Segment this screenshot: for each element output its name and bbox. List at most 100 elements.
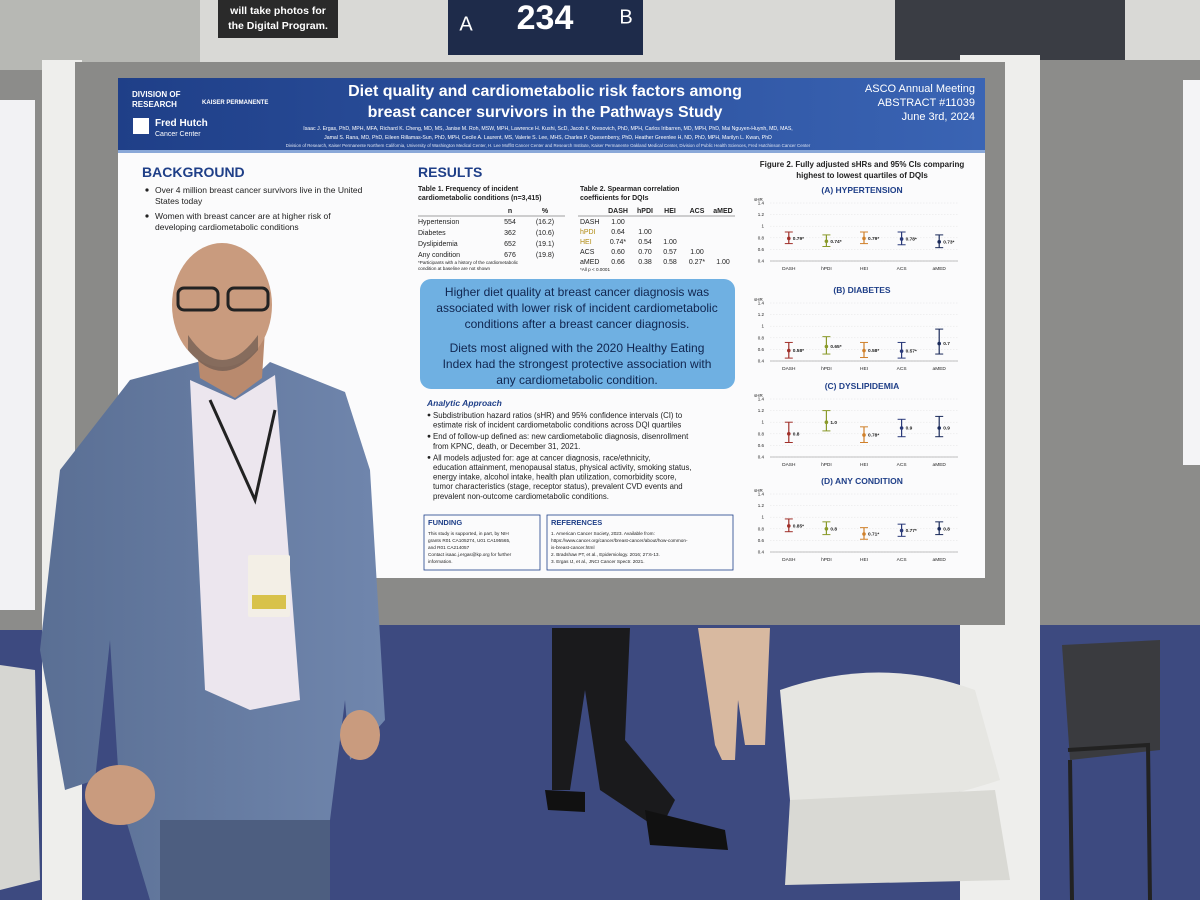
table-cell: (10.6): [536, 230, 554, 237]
y-tick-label: 1.2: [758, 503, 765, 508]
y-tick-label: 0.6: [758, 538, 765, 543]
estimate-point: [937, 341, 941, 346]
figure-2: Figure 2. Fully adjusted sHRs and 95% CI…: [754, 160, 964, 563]
table-header: DASH: [608, 208, 628, 215]
box-text: FUNDING This study is supported, in part,…: [428, 518, 688, 564]
y-axis-label: sHR: [754, 297, 763, 302]
y-tick-label: 0.8: [758, 235, 765, 240]
bullet-text: States today: [155, 196, 203, 206]
chair-seat: [785, 790, 1010, 885]
key-finding-box: [420, 279, 735, 389]
estimate-point: [862, 433, 866, 437]
table-cell: (19.1): [536, 241, 554, 248]
analytic-heading: Analytic Approach: [426, 398, 502, 408]
y-tick-label: 1.2: [758, 212, 765, 217]
x-tick-label: hPDI: [821, 557, 832, 563]
x-tick-label: DASH: [782, 462, 796, 468]
prev-poster: [0, 100, 35, 610]
section-heading: RESULTS: [418, 164, 482, 180]
x-tick-label: aMED: [933, 266, 947, 272]
bullet-text: Women with breast cancer are at higher r…: [155, 211, 331, 221]
bullet-text: Over 4 million breast cancer survivors l…: [155, 185, 363, 195]
value-label: 0.7: [943, 341, 950, 347]
y-tick-label: 0.6: [758, 347, 765, 352]
value-label: 0.74*: [830, 239, 841, 245]
bullet-text: energy intake, alcohol intake, health pl…: [433, 473, 677, 482]
table-cell: 0.38: [638, 259, 652, 266]
value-label: 0.85*: [793, 524, 804, 530]
fred-hutch-logo: [133, 118, 149, 134]
authors: Jamal S. Rana, MD, PhD, Eileen Rillamas-…: [324, 135, 772, 141]
y-tick-label: 1: [761, 420, 764, 425]
value-label: 0.8: [943, 526, 950, 532]
y-tick-label: 1.2: [758, 312, 765, 317]
table-title: cardiometabolic conditions (n=3,415): [418, 195, 542, 202]
box-text: is-breast-cancer.html: [551, 545, 595, 550]
bullet-dot: [427, 413, 431, 417]
authors: Isaac J. Ergas, PhD, MPH, MFA, Richard K…: [303, 126, 793, 132]
y-tick-label: 0.6: [758, 443, 765, 448]
fred-hutch-text: Cancer Center: [155, 131, 201, 138]
value-label: 0.78*: [906, 237, 917, 243]
table-cell: 0.58: [663, 259, 677, 266]
panel-title: (C) DYSLIPIDEMIA: [825, 381, 900, 391]
hall-ceiling: [0, 0, 200, 70]
bullet-text: Subdistribution hazard ratios (sHR) and …: [433, 411, 683, 420]
y-tick-label: 1.4: [758, 201, 765, 206]
bullet-text: All models adjusted for: age at cancer d…: [433, 453, 650, 462]
abstract-number: ABSTRACT #11039: [878, 97, 975, 109]
table-cell: 1.00: [638, 229, 652, 236]
board-letter: B: [619, 6, 632, 28]
next-board: [1040, 60, 1200, 625]
table-cell: 0.64: [611, 229, 625, 236]
box-text: 3. Ergas IJ, et al., JNCI Cancer Spectr.…: [551, 559, 645, 564]
table-cell: (16.2): [536, 219, 554, 226]
chair-frame: [1067, 742, 1152, 900]
header-rule: [118, 150, 985, 153]
table-title: coefficients for DQIs: [580, 195, 649, 202]
table-cell: 0.54: [638, 239, 652, 246]
x-tick-label: hPDI: [821, 462, 832, 468]
table-cell: 0.74*: [610, 239, 627, 246]
estimate-point: [824, 527, 829, 531]
x-tick-label: ACS: [897, 366, 907, 372]
estimate-point: [824, 344, 829, 349]
table-header: %: [542, 208, 549, 215]
references-box: [546, 514, 734, 571]
table-cell: aMED: [580, 259, 599, 266]
bullet-dot: [145, 214, 149, 218]
table-cell: ACS: [580, 249, 595, 256]
chair-back: [780, 672, 1000, 807]
table-cell: 0.70: [638, 249, 652, 256]
y-tick-label: 1.2: [758, 408, 765, 413]
analytic-bullets: Subdistribution hazard ratios (sHR) and …: [427, 411, 692, 501]
box-text: Contact isaac.j.ergas@kp.org for further: [428, 552, 512, 557]
meeting: ASCO Annual Meeting: [865, 83, 975, 95]
y-tick-label: 0.4: [758, 455, 765, 460]
estimate-point: [787, 236, 791, 241]
y-tick-label: 0.6: [758, 247, 765, 252]
y-tick-label: 1: [761, 324, 764, 329]
y-tick-label: 0.4: [758, 259, 765, 264]
y-tick-label: 0.8: [758, 431, 765, 436]
chair-back: [1062, 640, 1160, 760]
estimate-point: [899, 237, 904, 241]
x-tick-label: DASH: [782, 557, 796, 563]
table-cell: 0.60: [611, 249, 625, 256]
y-tick-label: 0.4: [758, 550, 765, 555]
x-tick-label: DASH: [782, 266, 796, 272]
bullet-text: estimate risk of incident cardiometaboli…: [433, 421, 681, 430]
y-tick-label: 0.4: [758, 359, 765, 364]
date: June 3rd, 2024: [902, 111, 975, 123]
table-cell: 0.57: [663, 249, 677, 256]
panel-title: (D) ANY CONDITION: [821, 476, 903, 486]
y-tick-label: 0.8: [758, 526, 765, 531]
value-label: 0.8: [793, 431, 800, 437]
x-tick-label: HEI: [860, 266, 868, 272]
affiliations: Division of Research, Kaiser Permanente …: [286, 143, 811, 148]
estimate-point: [899, 528, 904, 533]
box-text: https://www.cancer.org/cancer/breast-can…: [551, 538, 688, 543]
board-number-plate: [448, 0, 643, 55]
table-cell: 1.00: [663, 239, 677, 246]
table-1: Table 1. Frequency of incident cardiometa…: [418, 186, 565, 271]
